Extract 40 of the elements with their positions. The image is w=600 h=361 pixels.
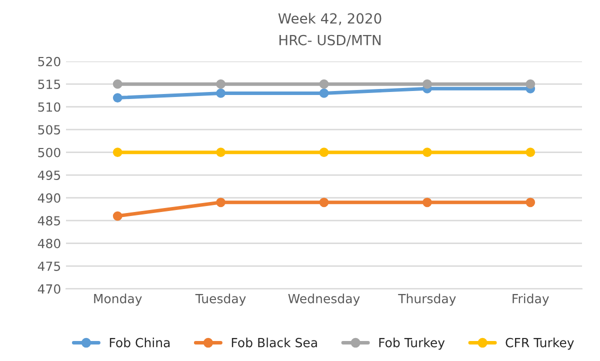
x-tick-label: Tuesday — [195, 294, 246, 306]
point — [319, 79, 329, 89]
legend-label: CFR Turkey — [506, 338, 574, 350]
y-tick-label: 500 — [38, 148, 60, 158]
point — [216, 88, 226, 98]
y-tick-label: 475 — [38, 262, 60, 271]
x-tick-label: Thursday — [398, 294, 456, 306]
point — [112, 93, 122, 102]
point — [526, 79, 536, 89]
y-tick-label: 510 — [38, 102, 60, 112]
x-tick-label: Wednesday — [288, 294, 360, 306]
y-tick-label: 495 — [38, 170, 60, 180]
point — [319, 88, 329, 98]
y-tick-label: 470 — [38, 284, 60, 294]
y-tick-label: 515 — [38, 80, 60, 90]
y-tick-label: 520 — [38, 56, 60, 66]
point — [422, 148, 432, 158]
x-tick-label: Friday — [512, 294, 549, 306]
x-tick-label: Monday — [94, 294, 142, 306]
point — [526, 148, 536, 158]
point — [319, 148, 329, 158]
y-tick-label: 505 — [38, 125, 60, 135]
point — [112, 211, 122, 221]
point — [216, 79, 226, 89]
point — [319, 198, 329, 208]
point — [526, 198, 536, 208]
point — [216, 198, 226, 208]
point — [112, 79, 122, 89]
point — [422, 198, 432, 208]
y-tick-label: 490 — [38, 193, 60, 203]
legend-label: Fob Turkey — [379, 338, 445, 350]
point — [422, 79, 432, 89]
chart-title: Week 42, 2020 — [278, 12, 382, 26]
point — [216, 148, 226, 158]
y-tick-label: 480 — [38, 238, 60, 248]
legend-label: Fob China — [110, 338, 170, 348]
point — [112, 148, 122, 158]
chart-subtitle: HRC- USD/MTN — [279, 34, 381, 46]
legend-label: Fob Black Sea — [232, 338, 317, 348]
y-tick-label: 485 — [38, 216, 60, 226]
